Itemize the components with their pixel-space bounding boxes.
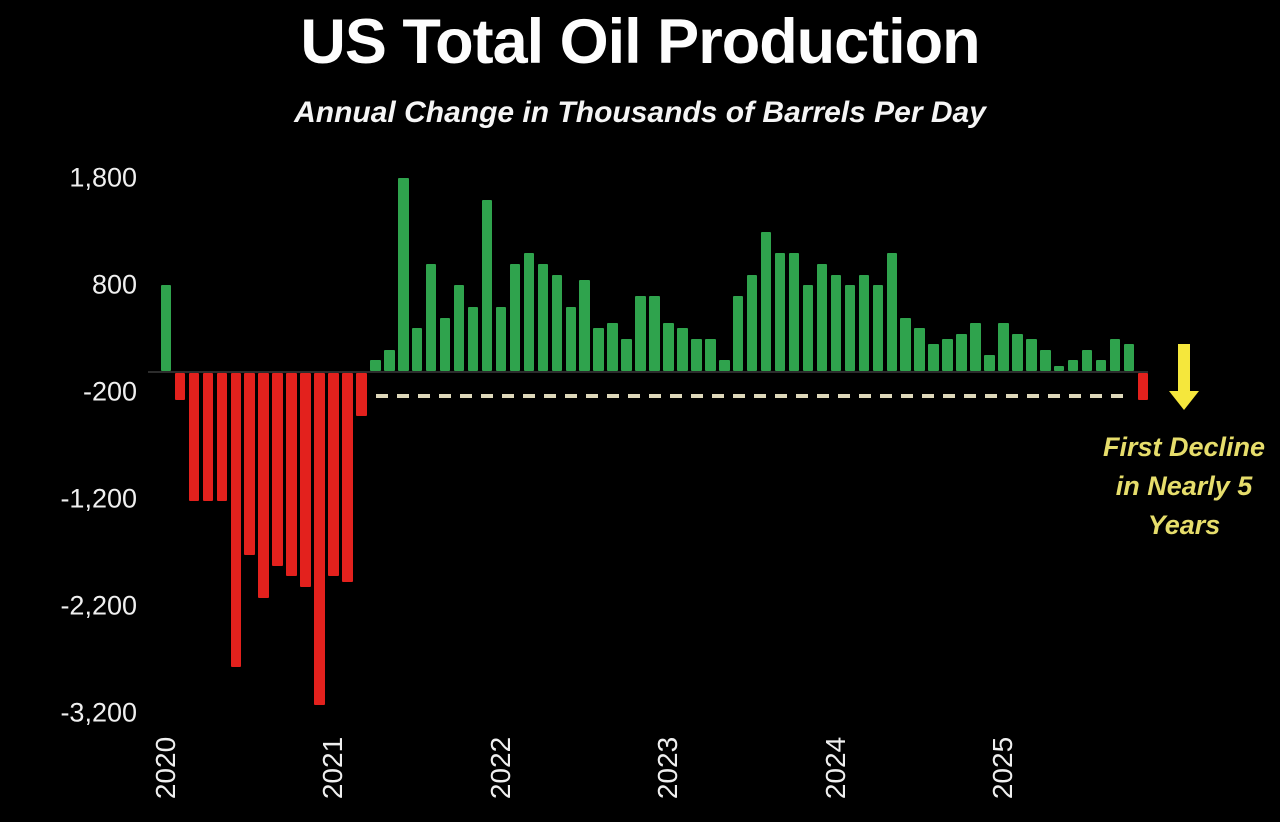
bar-positive [509, 264, 521, 371]
bar-positive [970, 322, 981, 371]
annotation-line: in Nearly 5 [1115, 471, 1253, 501]
bar-positive [370, 360, 381, 371]
bar-positive [607, 322, 618, 371]
bar-positive [1053, 365, 1065, 371]
chart-title: US Total Oil Production [300, 7, 980, 77]
bar-positive [760, 231, 772, 371]
bar-positive [453, 285, 465, 371]
bar-positive [956, 333, 967, 371]
bar-positive [1067, 360, 1079, 371]
bar-positive [1040, 349, 1051, 371]
bar-positive [439, 317, 451, 371]
y-tick-label--3200: -3,200 [60, 697, 137, 728]
bar-positive [565, 306, 576, 371]
bar-positive [1081, 349, 1093, 371]
y-tick-label-1800: 1,800 [69, 162, 137, 193]
bar-positive [914, 328, 925, 371]
x-tick-label-2020: 2020 [150, 736, 181, 800]
bar-positive [984, 354, 995, 371]
bar-negative [202, 373, 214, 502]
bar-positive [998, 322, 1009, 371]
zero-baseline [148, 371, 1148, 373]
bar-positive [844, 285, 856, 371]
bar-positive [1095, 360, 1107, 371]
y-tick-label--2200: -2,200 [60, 590, 137, 621]
bar-negative [174, 373, 186, 400]
bar-negative [230, 373, 242, 668]
bar-positive [495, 306, 507, 371]
bar-positive [649, 296, 660, 371]
bar-positive [481, 199, 493, 371]
down-arrow-icon [1169, 344, 1199, 410]
y-tick-label--1200: -1,200 [60, 483, 137, 514]
bar-positive [635, 296, 646, 371]
annotation-text: First Decline in Nearly 5 Years [1094, 428, 1274, 545]
bar-positive [942, 338, 953, 371]
dashed-reference-line [376, 394, 1124, 398]
bar-positive [830, 274, 842, 371]
bar-positive [467, 306, 479, 371]
bar-negative [244, 373, 255, 555]
bar-negative [314, 373, 325, 705]
bar-positive [425, 264, 437, 371]
bar-negative [300, 373, 311, 587]
bar-positive [928, 344, 939, 371]
bar-positive [872, 285, 884, 371]
bar-negative [272, 373, 283, 566]
bar-positive [411, 328, 423, 371]
bar-positive [1109, 338, 1121, 371]
bar-positive [774, 253, 786, 371]
annotation-line: Years [1147, 510, 1221, 540]
bar-negative [188, 373, 200, 502]
bar-positive [663, 322, 674, 371]
bar-positive [1123, 344, 1135, 371]
x-tick-label-2025: 2025 [987, 736, 1019, 800]
x-tick-label-2022: 2022 [484, 736, 516, 800]
bar-positive [802, 285, 814, 371]
chart-subtitle: Annual Change in Thousands of Barrels Pe… [294, 96, 986, 129]
x-tick-label-2024: 2024 [819, 736, 851, 800]
bar-positive [691, 338, 702, 371]
y-tick-label--200: -200 [82, 376, 137, 407]
bar-negative [286, 373, 297, 577]
bar-positive [593, 328, 604, 371]
x-tick-label-2021: 2021 [317, 736, 349, 800]
down-arrow-head [1169, 391, 1199, 410]
down-arrow-shaft [1178, 344, 1190, 391]
bar-positive [677, 328, 688, 371]
bar-positive [160, 285, 172, 371]
bar-positive [1012, 333, 1023, 371]
bar-positive [719, 360, 730, 371]
annotation-line: First Decline [1102, 432, 1266, 462]
bar-negative [342, 373, 353, 582]
bar-negative [216, 373, 228, 502]
bar-positive [732, 296, 744, 371]
bar-positive [858, 274, 870, 371]
bar-positive [551, 274, 563, 371]
bar-negative [328, 373, 339, 577]
bar-positive [705, 338, 716, 371]
bar-negative [1137, 373, 1149, 400]
bar-positive [579, 280, 590, 371]
bar-positive [621, 338, 632, 371]
bar-positive [537, 264, 549, 371]
bar-positive [523, 253, 535, 371]
bar-positive [384, 349, 395, 371]
bar-positive [398, 178, 409, 371]
bar-negative [258, 373, 269, 598]
y-tick-label-800: 800 [91, 269, 137, 300]
bar-positive [1026, 338, 1037, 371]
bar-negative [356, 373, 367, 416]
bar-positive [788, 253, 800, 371]
bar-positive [746, 274, 758, 371]
bar-positive [900, 317, 911, 371]
bar-positive [816, 264, 828, 371]
bar-positive [886, 253, 897, 371]
x-tick-label-2023: 2023 [652, 736, 684, 800]
